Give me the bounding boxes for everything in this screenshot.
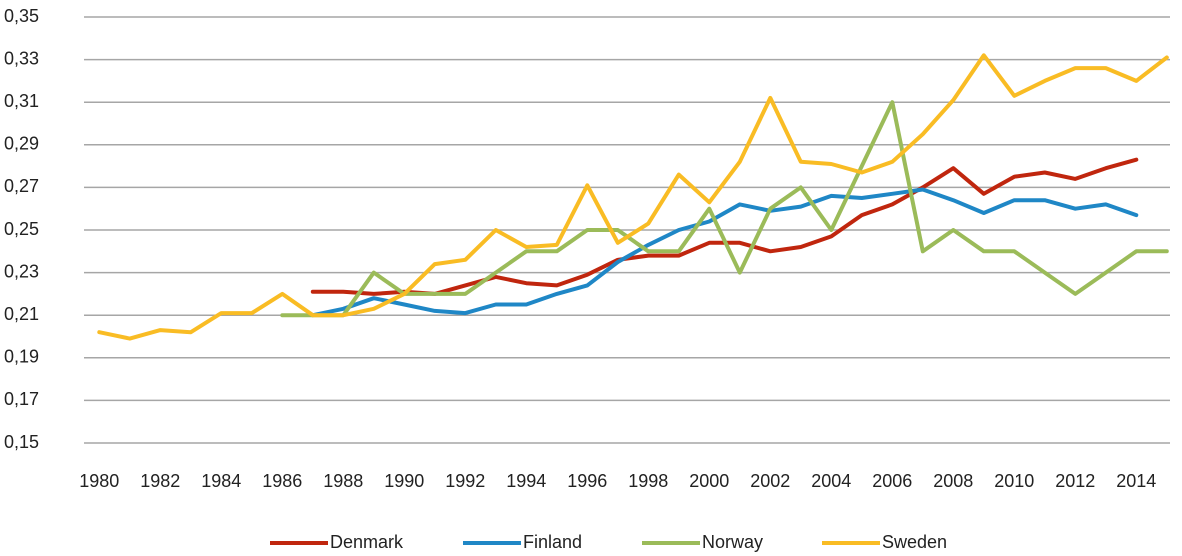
x-tick-label: 2014 [1116,471,1156,491]
x-tick-label: 1998 [628,471,668,491]
y-tick-label: 0,17 [4,389,39,409]
x-tick-label: 1990 [384,471,424,491]
x-tick-label: 1980 [79,471,119,491]
x-tick-label: 2000 [689,471,729,491]
y-tick-label: 0,25 [4,219,39,239]
series-line [310,187,1139,318]
y-tick-label: 0,29 [4,134,39,154]
y-tick-label: 0,27 [4,176,39,196]
legend-label: Finland [523,532,582,552]
x-tick-label: 2006 [872,471,912,491]
x-tick-label: 2002 [750,471,790,491]
x-tick-label: 2012 [1055,471,1095,491]
x-tick-label: 1994 [506,471,546,491]
legend-label: Denmark [330,532,404,552]
x-tick-label: 1986 [262,471,302,491]
x-tick-label: 2010 [994,471,1034,491]
y-tick-label: 0,21 [4,304,39,324]
series-line [280,100,1169,318]
y-tick-label: 0,15 [4,432,39,452]
series-line [97,53,1169,341]
y-tick-label: 0,35 [4,6,39,26]
y-tick-label: 0,19 [4,347,39,367]
x-tick-label: 1982 [140,471,180,491]
y-tick-label: 0,23 [4,261,39,281]
x-tick-label: 2008 [933,471,973,491]
x-tick-label: 1996 [567,471,607,491]
x-tick-label: 1992 [445,471,485,491]
x-tick-label: 2004 [811,471,851,491]
x-tick-label: 1984 [201,471,241,491]
y-tick-label: 0,31 [4,91,39,111]
x-tick-label: 1988 [323,471,363,491]
y-tick-label: 0,33 [4,48,39,68]
legend-label: Sweden [882,532,947,552]
legend-label: Norway [702,532,763,552]
